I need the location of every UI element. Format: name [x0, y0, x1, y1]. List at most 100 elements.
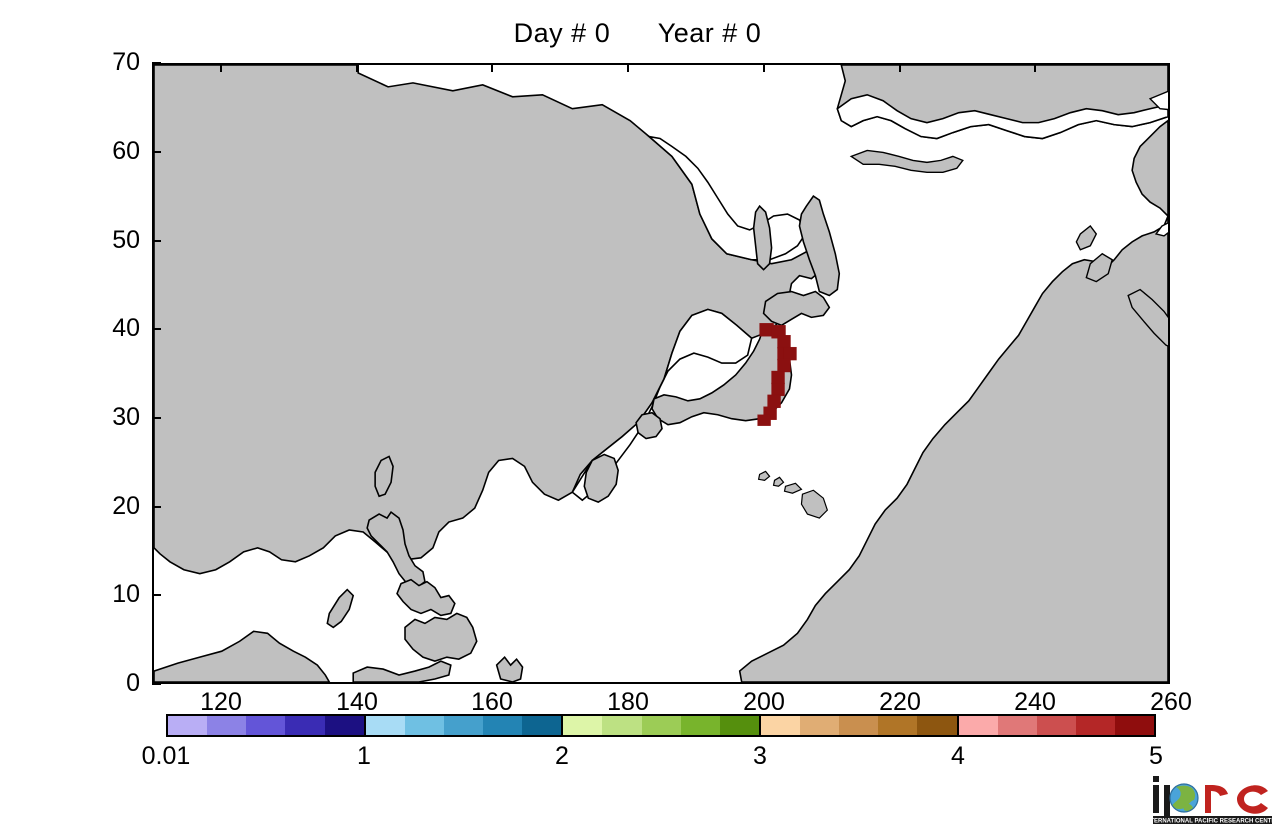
- colorbar-group-separator: [561, 716, 564, 735]
- y-tick-60: [152, 151, 161, 153]
- colorbar-segment-2: [246, 716, 286, 735]
- colorbar-segment-8: [483, 716, 523, 735]
- colorbar-segment-15: [760, 716, 800, 735]
- y-axis-label-70: 70: [112, 48, 140, 76]
- colorbar-segment-7: [443, 716, 483, 735]
- great-lakes: [1154, 222, 1168, 237]
- x-tick-120: [220, 63, 222, 72]
- logo-letter-p-stem: [1164, 785, 1170, 821]
- x-tick-240: [1034, 63, 1036, 72]
- colorbar-segment-19: [917, 716, 957, 735]
- y-axis-label-40: 40: [112, 314, 140, 342]
- x-axis-label-220: 220: [879, 688, 921, 716]
- x-axis-label-200: 200: [743, 688, 785, 716]
- colorbar-group-separator: [758, 716, 761, 735]
- colorbar-segment-14: [719, 716, 759, 735]
- bering-sea: [836, 93, 1168, 140]
- landmass-mindanao: [404, 612, 478, 662]
- colorbar-segment-6: [404, 716, 444, 735]
- landmass-taiwan: [374, 455, 394, 498]
- y-axis-label-20: 20: [112, 492, 140, 520]
- y-tick-70: [152, 62, 161, 64]
- colorbar-segment-12: [641, 716, 681, 735]
- colorbar-segment-16: [800, 716, 840, 735]
- colorbar-label-1: 1: [357, 742, 371, 770]
- landmass-sulawesi: [495, 655, 524, 682]
- landmass-north-america: [738, 119, 1168, 682]
- x-tick-180: [627, 63, 629, 72]
- x-tick-200: [763, 63, 765, 72]
- colorbar-segment-20: [958, 716, 998, 735]
- logo-tagline-bar: [1153, 816, 1272, 824]
- logo-letter-i-stem: [1153, 785, 1159, 813]
- colorbar-group-separator: [956, 716, 959, 735]
- colorbar-segment-10: [563, 716, 603, 735]
- y-tick-40: [152, 328, 161, 330]
- iprc-logo[interactable]: INTERNATIONAL PACIFIC RESEARCH CENTER: [1150, 772, 1272, 824]
- colorbar-segment-4: [324, 716, 364, 735]
- pacific-basin-map: [154, 65, 1168, 682]
- colorbar-segment-9: [522, 716, 562, 735]
- x-axis-label-140: 140: [336, 688, 378, 716]
- colorbar-segment-11: [602, 716, 642, 735]
- landmass-luzon: [366, 510, 426, 589]
- y-axis-label-0: 0: [126, 669, 140, 697]
- x-axis-label-180: 180: [607, 688, 649, 716]
- x-axis-label-120: 120: [200, 688, 242, 716]
- hawaiian-islands: [757, 470, 829, 519]
- y-axis-label-30: 30: [112, 403, 140, 431]
- y-axis-label-50: 50: [112, 226, 140, 254]
- vancouver-island: [1085, 252, 1114, 283]
- x-tick-140: [356, 63, 358, 72]
- y-tick-0: [152, 683, 161, 685]
- x-tick-160: [491, 63, 493, 72]
- tracer-release-cells: [757, 323, 797, 426]
- landmass-indonesia-isles: [352, 660, 452, 682]
- y-tick-20: [152, 506, 161, 508]
- colorbar-segment-13: [680, 716, 720, 735]
- landmass-kyushu: [635, 411, 663, 440]
- logo-globe-icon: [1169, 783, 1199, 813]
- sea-of-japan: [571, 308, 753, 502]
- colorbar-segment-24: [1115, 716, 1155, 735]
- y-tick-30: [152, 417, 161, 419]
- colorbar-label-2: 2: [555, 742, 569, 770]
- colorbar-segment-17: [839, 716, 879, 735]
- x-axis-label-240: 240: [1014, 688, 1056, 716]
- page-title: Day # 0 Year # 0: [513, 18, 762, 48]
- landmass-hokkaido: [762, 290, 831, 327]
- colorbar-label-0: 0.01: [141, 742, 191, 770]
- colorbar-group-separator: [363, 716, 366, 735]
- baja-california: [1127, 288, 1168, 347]
- colorbar-segment-5: [365, 716, 405, 735]
- map-axes[interactable]: [152, 63, 1170, 684]
- colorbar-segment-3: [285, 716, 325, 735]
- x-axis-label-160: 160: [471, 688, 513, 716]
- canadian-arctic-channels: [1148, 90, 1168, 111]
- iprc-logo-mark: INTERNATIONAL PACIFIC RESEARCH CENTER: [1150, 776, 1272, 825]
- colorbar[interactable]: [166, 714, 1156, 737]
- colorbar-label-4: 4: [951, 742, 965, 770]
- landmass-kamchatka: [798, 195, 841, 297]
- landmass-borneo: [154, 630, 331, 682]
- y-axis-label-10: 10: [112, 580, 140, 608]
- logo-letter-c: [1237, 785, 1268, 814]
- y-tick-10: [152, 594, 161, 596]
- colorbar-label-3: 3: [753, 742, 767, 770]
- x-axis-label-260: 260: [1150, 688, 1192, 716]
- landmass-sakhalin: [752, 204, 773, 271]
- colorbar-label-5: 5: [1149, 742, 1163, 770]
- logo-letter-r: [1205, 785, 1228, 813]
- landmass-visayas: [396, 578, 456, 617]
- y-tick-50: [152, 240, 161, 242]
- haida-gwaii: [1075, 224, 1098, 251]
- colorbar-segment-0: [168, 716, 208, 735]
- landmass-japan-honshu: [651, 324, 793, 426]
- logo-tagline-text: INTERNATIONAL PACIFIC RESEARCH CENTER: [1150, 819, 1272, 825]
- colorbar-segment-18: [878, 716, 918, 735]
- colorbar-segment-1: [207, 716, 247, 735]
- x-tick-220: [899, 63, 901, 72]
- colorbar-segment-21: [997, 716, 1037, 735]
- colorbar-segment-23: [1075, 716, 1115, 735]
